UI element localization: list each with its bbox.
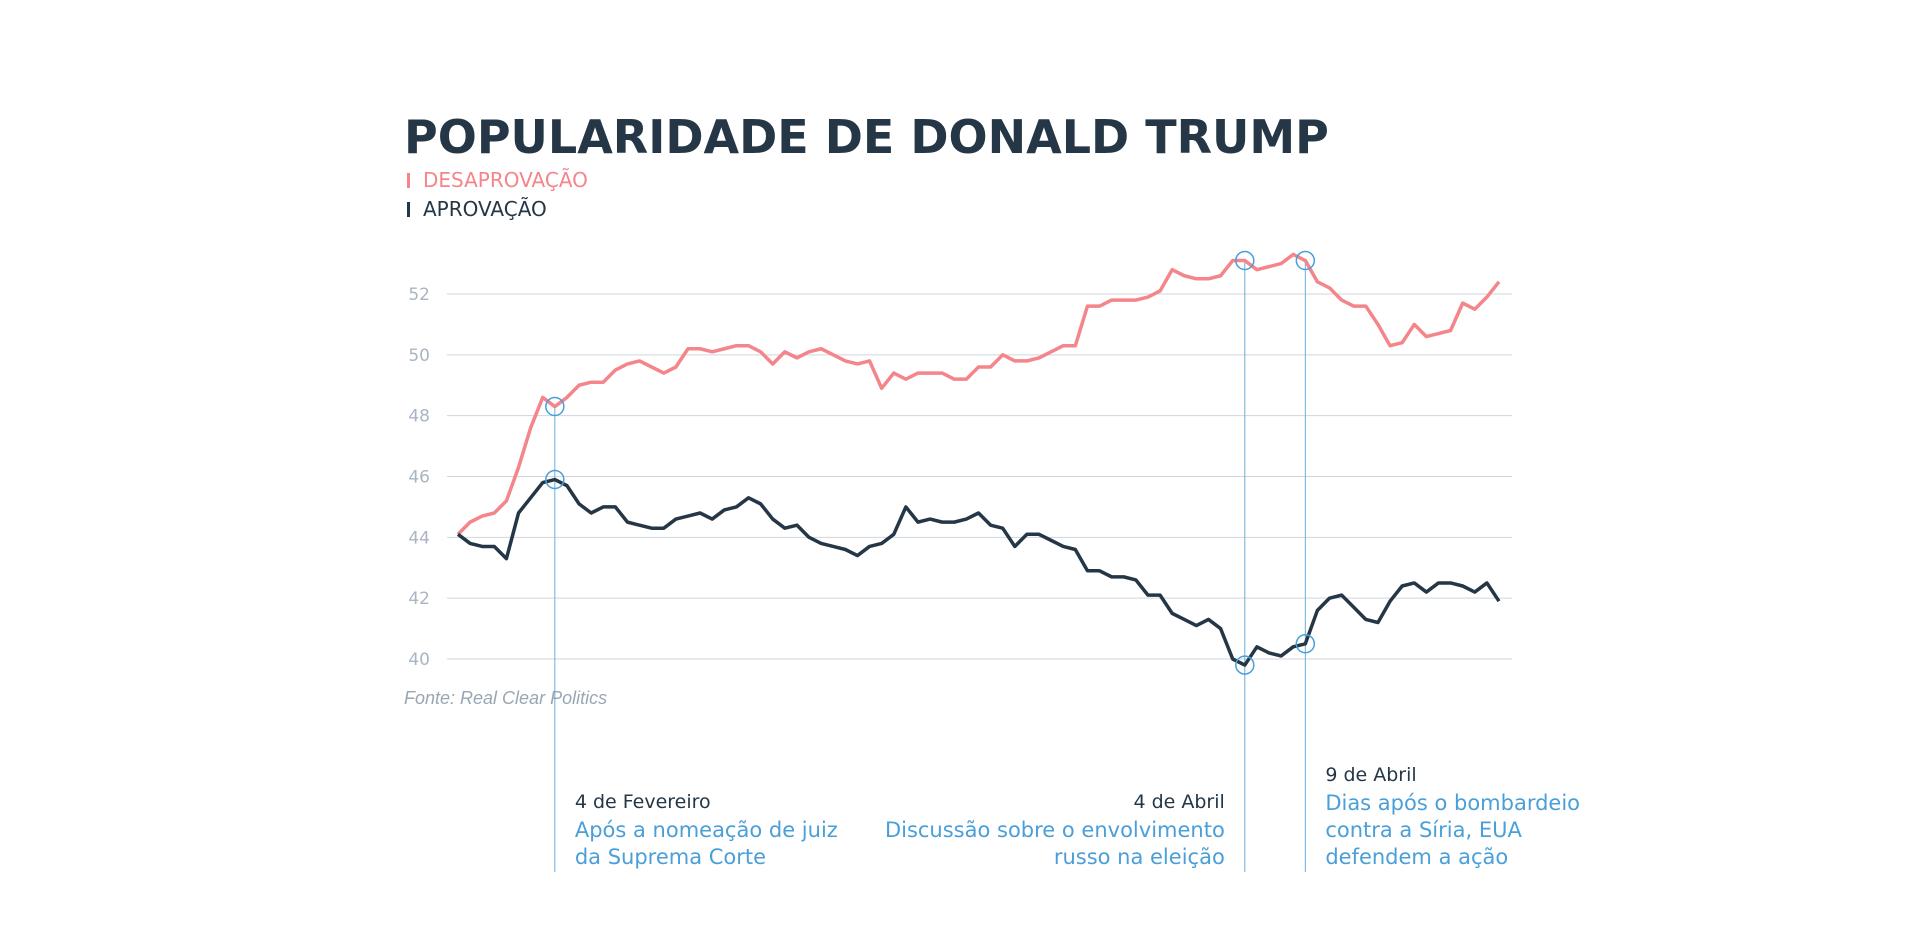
annotation-marker	[545, 469, 565, 490]
annotation-marker	[1295, 634, 1316, 654]
annotation-text: da Suprema Corte	[575, 845, 766, 869]
y-tick-label: 46	[408, 468, 430, 488]
annotation-text: defendem a ação	[1325, 845, 1508, 869]
y-tick-label: 48	[408, 407, 430, 427]
annotation-date: 9 de Abril	[1325, 764, 1416, 786]
annotation-marker	[1235, 250, 1255, 271]
annotation-date: 4 de Fevereiro	[575, 791, 711, 813]
y-tick-label: 40	[408, 650, 430, 670]
legend-swatch	[407, 202, 410, 217]
source: Fonte: Real Clear Politics	[404, 688, 607, 708]
annotation-text: Discussão sobre o envolvimento	[885, 818, 1225, 842]
chart-title: POPULARIDADE DE DONALD TRUMP	[404, 110, 1329, 164]
annotation-marker	[1235, 655, 1255, 675]
legend-label: DESAPROVAÇÃO	[423, 168, 588, 192]
annotation-text: Dias após o bombardeio	[1325, 791, 1580, 815]
annotation-date: 4 de Abril	[1133, 791, 1224, 813]
annotation-marker	[1295, 250, 1316, 271]
y-tick-label: 50	[408, 346, 430, 366]
series-line	[456, 477, 1501, 667]
annotation-marker	[545, 396, 565, 417]
y-tick-label: 42	[408, 589, 430, 609]
y-tick-label: 52	[408, 285, 430, 305]
annotation-text: Após a nomeação de juiz	[575, 818, 838, 842]
annotation-text: contra a Síria, EUA	[1325, 818, 1522, 842]
legend-swatch	[407, 173, 410, 188]
series-line	[456, 252, 1501, 536]
annotation-text: russo na eleição	[1054, 845, 1225, 869]
y-tick-label: 44	[408, 528, 430, 548]
legend-label: APROVAÇÃO	[423, 197, 547, 221]
